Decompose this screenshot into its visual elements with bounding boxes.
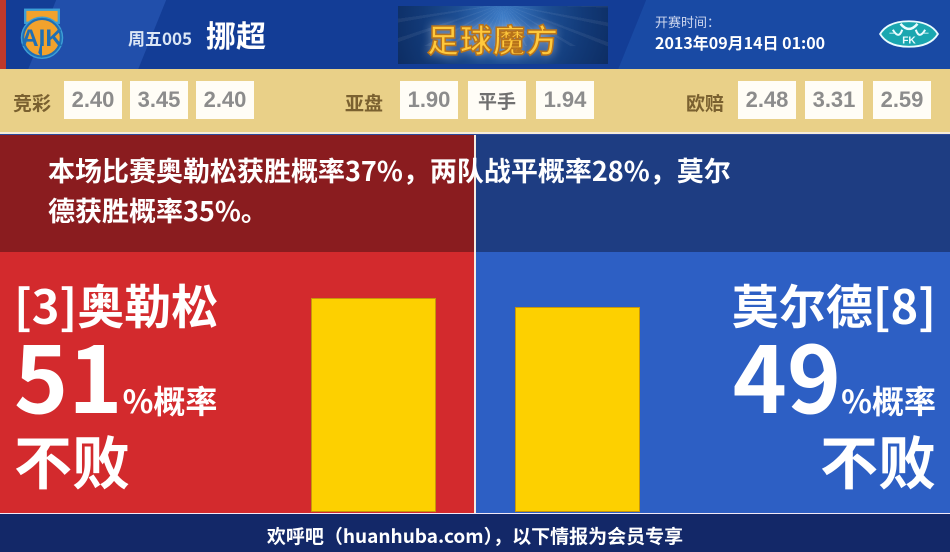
svg-text:FK: FK bbox=[902, 35, 916, 46]
svg-text:AIK: AIK bbox=[21, 25, 63, 52]
